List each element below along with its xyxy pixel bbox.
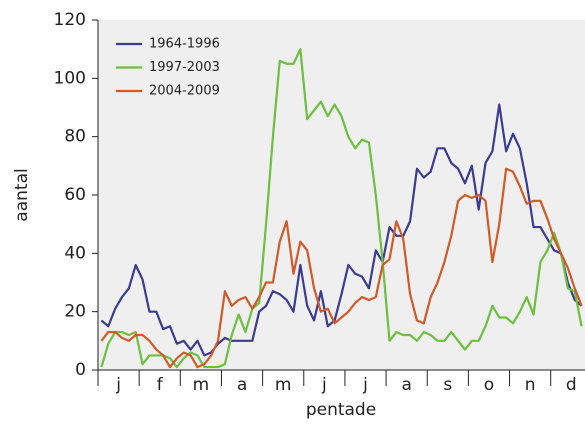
y-tick-label: 80 xyxy=(64,127,86,147)
x-tick-label: o xyxy=(484,375,494,395)
x-tick-label: s xyxy=(443,375,452,395)
y-tick-label: 120 xyxy=(54,10,86,30)
y-axis-label: aantal xyxy=(12,168,32,221)
x-tick-label: j xyxy=(321,375,327,395)
y-tick-label: 60 xyxy=(64,185,86,205)
x-tick-label: d xyxy=(566,375,577,395)
x-tick-label: m xyxy=(275,375,292,395)
x-tick-label: j xyxy=(115,375,121,395)
x-tick-label: a xyxy=(237,375,247,395)
x-tick-label: m xyxy=(193,375,210,395)
x-tick-label: n xyxy=(525,375,536,395)
y-tick-label: 40 xyxy=(64,243,86,263)
legend-label: 2004-2009 xyxy=(149,84,220,99)
series-line xyxy=(100,48,583,369)
legend-label: 1964-1996 xyxy=(149,37,220,52)
series-line xyxy=(100,167,583,369)
x-axis-label: pentade xyxy=(306,400,376,420)
x-tick-label: a xyxy=(401,375,411,395)
y-tick-label: 20 xyxy=(64,302,86,322)
legend-label: 1997-2003 xyxy=(149,60,220,75)
y-tick-label: 100 xyxy=(54,68,86,88)
x-tick-label: f xyxy=(157,375,164,395)
series-lines xyxy=(100,48,583,369)
series-line xyxy=(100,103,583,357)
y-tick-label: 0 xyxy=(75,360,86,380)
x-tick-label: j xyxy=(362,375,368,395)
